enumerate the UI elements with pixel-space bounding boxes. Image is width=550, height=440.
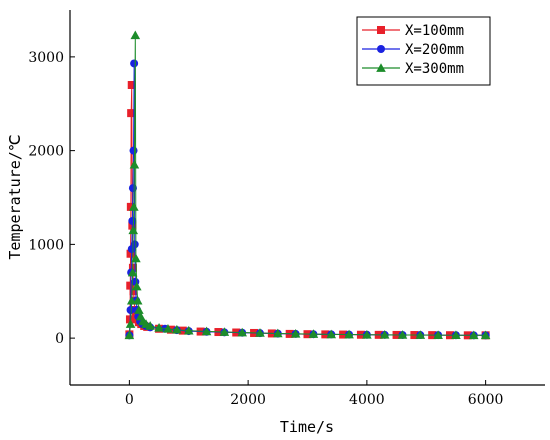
legend-entry: X=200mm	[362, 42, 464, 58]
data-point	[344, 329, 354, 339]
data-point	[125, 319, 136, 328]
legend-marker	[376, 63, 386, 72]
data-point	[127, 109, 136, 118]
data-point	[480, 330, 491, 340]
x-axis-title: Time/s	[280, 418, 334, 436]
data-point	[183, 325, 194, 335]
y-tick-label: 1000	[28, 237, 64, 253]
data-point	[362, 329, 372, 339]
data-point	[433, 330, 443, 339]
data-point	[132, 295, 143, 305]
data-point	[379, 330, 390, 339]
data-point	[129, 202, 139, 211]
y-axis-title: Temperature/℃	[6, 134, 24, 259]
data-point	[127, 267, 138, 277]
data-point	[145, 321, 155, 330]
legend-label: X=300mm	[405, 61, 464, 77]
data-point	[134, 305, 144, 314]
data-point	[201, 326, 212, 336]
data-point	[126, 281, 135, 290]
data-point	[172, 324, 182, 334]
data-point	[255, 328, 265, 337]
data-point	[451, 330, 461, 340]
data-point	[131, 281, 142, 291]
legend-label: X=200mm	[405, 42, 464, 58]
series-2	[125, 59, 490, 340]
y-tick-label: 2000	[28, 144, 64, 160]
y-tick-label: 3000	[28, 50, 64, 66]
data-point	[163, 323, 173, 333]
data-point	[326, 329, 337, 339]
series-1	[125, 81, 490, 340]
series-line	[128, 84, 486, 336]
data-point	[128, 184, 137, 193]
data-point	[129, 159, 140, 169]
legend-label: X=100mm	[405, 23, 464, 39]
x-tick-label: 2000	[230, 392, 266, 408]
data-point	[130, 30, 141, 40]
data-point	[128, 225, 139, 235]
axis-ticks: 0 2000 4000 6000 0 1000 2000 3000	[28, 50, 503, 408]
data-point	[126, 202, 135, 211]
data-point	[126, 306, 135, 314]
data-point	[237, 327, 247, 337]
y-tick-label: 0	[55, 331, 64, 347]
legend-entry: X=300mm	[362, 61, 464, 77]
data-point	[127, 81, 136, 89]
x-tick-label: 6000	[468, 392, 504, 408]
data-point	[397, 330, 408, 339]
legend-marker	[377, 45, 385, 53]
series-layer	[124, 30, 491, 340]
data-point	[308, 329, 319, 338]
data-point	[130, 240, 139, 249]
data-point	[273, 328, 283, 338]
data-point	[468, 330, 479, 340]
series-line	[128, 63, 486, 336]
data-point	[131, 253, 141, 263]
series-3	[124, 30, 491, 340]
data-point	[154, 323, 164, 332]
legend: X=100mm X=200mm X=300mm	[356, 16, 491, 86]
data-point	[130, 59, 139, 68]
data-point	[128, 216, 137, 225]
data-point	[126, 249, 135, 258]
x-tick-label: 0	[125, 392, 134, 408]
data-point	[415, 330, 426, 339]
data-point	[129, 287, 138, 296]
data-point	[124, 330, 135, 340]
x-tick-label: 4000	[349, 392, 385, 408]
data-point	[129, 146, 138, 155]
data-point	[290, 329, 301, 338]
data-point	[219, 327, 230, 336]
legend-entry: X=100mm	[362, 23, 464, 39]
legend-marker	[377, 26, 385, 34]
